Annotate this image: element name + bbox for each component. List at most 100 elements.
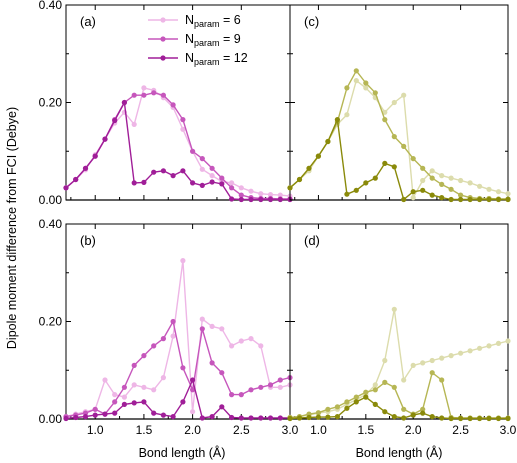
data-point [121, 99, 127, 106]
data-point [363, 389, 369, 395]
data-point [199, 156, 205, 162]
data-point [112, 410, 118, 416]
series-3 [287, 394, 511, 422]
data-point [160, 336, 166, 342]
data-point [325, 138, 331, 145]
data-point [131, 400, 137, 406]
series-2 [63, 318, 293, 420]
data-point [353, 187, 359, 193]
data-point [102, 377, 108, 383]
data-point [325, 414, 331, 420]
data-point [229, 392, 235, 398]
data-point [102, 411, 108, 417]
data-point [267, 192, 274, 198]
data-point [229, 343, 235, 349]
data-point [160, 375, 166, 381]
data-point [495, 196, 502, 203]
data-point [92, 406, 98, 412]
panel-b: 1.0 1.5 2.0 2.5 3.0 0.00 0.20 0.40 (b) [39, 217, 299, 437]
data-point [353, 68, 359, 74]
data-point [121, 384, 127, 390]
data-point [495, 415, 502, 422]
series-line [289, 118, 508, 201]
data-point [401, 415, 407, 421]
series-3 [63, 377, 293, 422]
data-point [170, 414, 176, 420]
data-point [219, 404, 225, 410]
data-point [467, 348, 473, 354]
x-axis-title-right: Bond length (Å) [356, 445, 443, 460]
x-tick-label: 2.5 [452, 423, 469, 437]
legend-swatch-marker [160, 17, 166, 23]
data-point [180, 399, 186, 405]
data-point [190, 148, 196, 154]
y-tick-label: 0.40 [39, 0, 63, 12]
data-point [486, 186, 492, 192]
data-point [334, 414, 340, 420]
data-point [495, 340, 502, 346]
data-point [229, 180, 235, 186]
y-tick-label: 0.20 [39, 315, 63, 329]
series-line [65, 320, 291, 418]
data-point [248, 188, 254, 194]
data-point [458, 177, 464, 184]
data-point [229, 196, 235, 202]
data-point [401, 406, 407, 412]
data-point [439, 377, 445, 383]
data-point [151, 343, 157, 349]
data-point [258, 384, 264, 390]
y-tick-label: 0.00 [39, 412, 63, 426]
data-point [486, 415, 492, 422]
data-point [267, 415, 274, 421]
data-point [170, 318, 176, 325]
data-point [219, 370, 225, 376]
data-point [141, 384, 147, 390]
series-line [289, 70, 508, 200]
data-point [131, 180, 137, 186]
data-point [439, 355, 445, 361]
data-point [131, 92, 137, 98]
panel-label: (c) [304, 14, 319, 29]
data-point [160, 168, 166, 174]
data-point [448, 186, 454, 192]
series-2 [63, 90, 293, 202]
panel-c: (c) [287, 4, 511, 203]
data-point [180, 168, 186, 174]
data-point [102, 136, 108, 142]
data-point [92, 412, 98, 418]
data-point [458, 350, 464, 356]
data-point [420, 406, 426, 412]
data-point [420, 177, 426, 184]
data-point [131, 382, 137, 388]
data-point [131, 121, 137, 127]
data-point [420, 410, 426, 416]
data-point [315, 414, 321, 420]
series-line [65, 87, 291, 197]
data-point [477, 415, 483, 422]
data-point [112, 399, 118, 405]
x-tick-label: 2.0 [405, 423, 422, 437]
data-point [401, 377, 407, 383]
data-point [486, 196, 492, 203]
data-point [73, 414, 79, 421]
panel-label: (a) [80, 14, 96, 29]
data-point [505, 191, 511, 197]
data-point [151, 387, 157, 393]
data-point [353, 78, 359, 84]
data-point [420, 360, 426, 366]
data-point [199, 182, 205, 188]
x-tick-label: 2.5 [233, 423, 250, 437]
series-line [289, 79, 509, 199]
data-point [73, 176, 79, 183]
legend-entry: Nparam = 9 [185, 32, 241, 48]
data-point [372, 382, 378, 388]
legend-entry: Nparam = 12 [185, 51, 248, 67]
data-point [391, 164, 397, 170]
data-point [448, 196, 454, 203]
data-point [209, 414, 215, 420]
legend-entry: Nparam = 6 [185, 13, 241, 29]
data-point [160, 412, 166, 418]
data-point [382, 357, 388, 364]
series-line [289, 308, 509, 419]
